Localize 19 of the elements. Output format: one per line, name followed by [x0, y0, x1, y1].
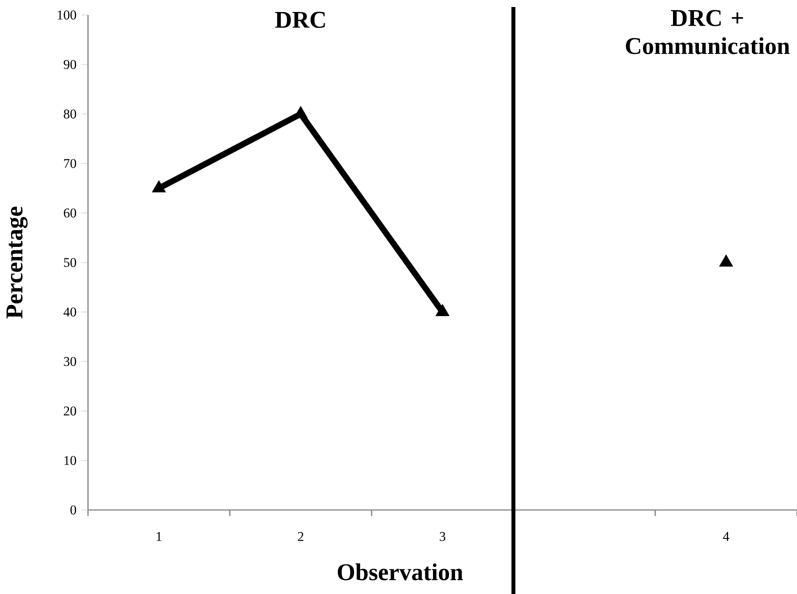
annotation: DRC [275, 12, 325, 28]
y-tick-label: 10 [64, 456, 76, 465]
y-axis-title: Percentage [6, 206, 28, 318]
annotation: DRC + Communication [626, 10, 790, 54]
x-axis-title: Observation [338, 563, 463, 580]
x-tick-label: 4 [723, 532, 730, 541]
y-tick-label: 40 [64, 308, 76, 316]
y-tick-label: 90 [64, 60, 76, 69]
x-tick-label: 1 [156, 532, 162, 541]
x-tick-label: 2 [298, 532, 304, 541]
y-tick-label: 100 [58, 10, 76, 20]
y-tick-label: 30 [64, 357, 76, 366]
y-tick-label: 80 [64, 110, 76, 118]
y-tick-label: 70 [64, 159, 76, 168]
y-tick-label: 50 [64, 258, 76, 267]
y-tick-label: 20 [64, 406, 76, 416]
y-tick-label: 0 [70, 506, 76, 514]
x-tick-label: 3 [440, 532, 446, 541]
y-tick-label: 60 [64, 208, 76, 218]
